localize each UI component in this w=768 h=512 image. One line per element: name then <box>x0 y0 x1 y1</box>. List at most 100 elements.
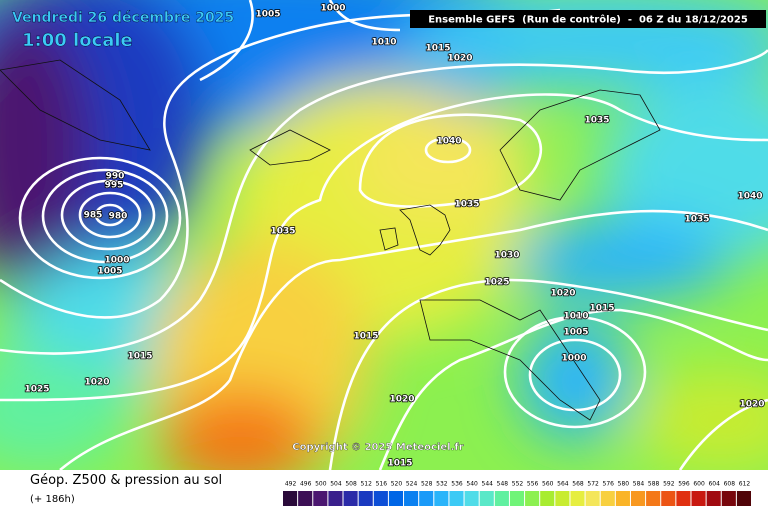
isobar-label: 1035 <box>584 116 609 126</box>
scale-swatch <box>434 491 449 506</box>
scale-label: 592 <box>663 481 675 488</box>
isobar-labels: 1005100010101015102010351040103510351030… <box>24 3 766 470</box>
scale-label: 572 <box>587 481 599 488</box>
isobar-label: 1005 <box>255 10 280 20</box>
scale-swatch <box>388 491 404 506</box>
isobar-label: 1015 <box>425 44 450 54</box>
scale-swatch <box>313 491 328 506</box>
scale-swatch <box>736 491 751 506</box>
isobar-label: 1000 <box>104 256 129 266</box>
isobar-label: 995 <box>105 181 124 191</box>
isobar-label: 1015 <box>589 304 614 314</box>
isobar-label: 1020 <box>84 378 109 388</box>
scale-swatch <box>449 491 464 506</box>
scale-swatch <box>343 491 358 506</box>
scale-label: 580 <box>618 481 630 488</box>
scale-label: 600 <box>693 481 705 488</box>
isobar-label: 1010 <box>563 312 588 322</box>
isobar-label: 1035 <box>684 215 709 225</box>
scale-label: 576 <box>603 481 615 488</box>
scale-label: 500 <box>315 481 327 488</box>
scale-swatch <box>706 491 721 506</box>
scale-label: 564 <box>557 481 569 488</box>
isobar-label: 1015 <box>387 459 412 469</box>
valid-time: 1:00 locale <box>22 30 133 51</box>
isobar-label: 1035 <box>454 200 479 210</box>
isobar-label: 1020 <box>739 400 764 410</box>
isobar-label: 1000 <box>320 4 345 14</box>
scale-swatch <box>373 491 388 506</box>
scale-swatch <box>661 491 676 506</box>
forecast-lead: (+ 186h) <box>30 494 75 505</box>
scale-swatch <box>555 491 570 506</box>
isobar-label: 1020 <box>389 395 414 405</box>
scale-swatch <box>676 491 691 506</box>
scale-label: 532 <box>436 481 448 488</box>
scale-label: 512 <box>360 481 372 488</box>
scale-swatch <box>509 491 525 506</box>
isobar-label: 980 <box>109 212 128 222</box>
scale-label: 608 <box>724 481 736 488</box>
isobar-label: 1000 <box>561 354 586 364</box>
isobar-label: 1040 <box>436 137 461 147</box>
scale-label: 596 <box>678 481 690 488</box>
scale-swatch <box>419 491 434 506</box>
scale-swatch <box>646 491 661 506</box>
isobar-label: 1005 <box>563 328 588 338</box>
scale-swatch <box>630 491 646 506</box>
scale-swatch <box>525 491 540 506</box>
scale-swatch <box>540 491 555 506</box>
legend-title: Géop. Z500 & pression au sol <box>30 473 222 488</box>
scale-label: 544 <box>482 481 494 488</box>
scale-swatch <box>600 491 615 506</box>
scale-swatch <box>585 491 600 506</box>
scale-swatch <box>464 491 479 506</box>
isobar-label: 1025 <box>484 278 509 288</box>
scale-label: 556 <box>527 481 539 488</box>
isobar-label: 1005 <box>97 267 122 277</box>
isobar-label: 1020 <box>447 54 472 64</box>
valid-date: Vendredi 26 décembre 2025 <box>12 10 234 26</box>
isobar-label: 1025 <box>24 385 49 395</box>
scale-label: 560 <box>542 481 554 488</box>
scale-swatch <box>328 491 343 506</box>
scale-swatch <box>479 491 494 506</box>
scale-swatch <box>615 491 630 506</box>
scale-label: 568 <box>572 481 584 488</box>
coastlines <box>0 59 661 421</box>
scale-label: 604 <box>708 481 720 488</box>
scale-label: 516 <box>376 481 388 488</box>
scale-swatch <box>283 491 298 506</box>
geopotential-field <box>0 0 768 470</box>
scale-label: 612 <box>739 481 751 488</box>
scale-swatch <box>404 491 419 506</box>
isobar-label: 1015 <box>127 352 152 362</box>
scale-swatch <box>570 491 585 506</box>
run-banner <box>410 10 766 28</box>
scale-swatch <box>298 491 313 506</box>
scale-label: 520 <box>391 481 403 488</box>
isobar-label: 1015 <box>353 332 378 342</box>
isobar-label: 990 <box>106 172 125 182</box>
isobar-label: 1030 <box>494 251 519 261</box>
isobar-label: 1035 <box>270 227 295 237</box>
scale-label: 508 <box>345 481 357 488</box>
scale-label: 504 <box>330 481 342 488</box>
scale-label: 548 <box>497 481 509 488</box>
scale-label: 588 <box>648 481 660 488</box>
run-info: Ensemble GEFS (Run de contrôle) - 06 Z d… <box>428 14 748 26</box>
copyright: Copyright © 2025 Meteociel.fr <box>292 442 463 453</box>
isobar-label: 1010 <box>371 38 396 48</box>
isobar-label: 1020 <box>550 289 575 299</box>
scale-label: 552 <box>512 481 524 488</box>
scale-swatch <box>358 491 373 506</box>
scale-label: 496 <box>300 481 312 488</box>
scale-label: 528 <box>421 481 433 488</box>
scale-label: 584 <box>633 481 645 488</box>
scale-label: 524 <box>406 481 418 488</box>
scale-label: 492 <box>285 481 297 488</box>
scale-label: 536 <box>451 481 463 488</box>
scale-swatch <box>721 491 736 506</box>
